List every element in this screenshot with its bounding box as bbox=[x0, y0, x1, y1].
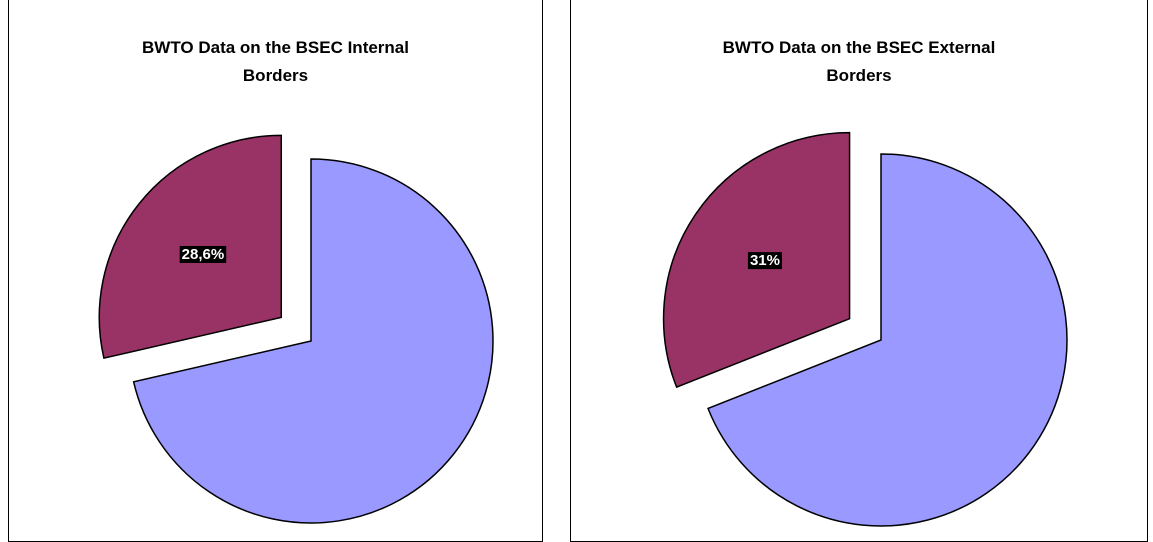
chart: 31% bbox=[662, 131, 1068, 527]
data-label: 31% bbox=[750, 252, 780, 269]
chart-panel: BWTO Data on the BSEC External Borders 3… bbox=[570, 0, 1148, 542]
data-label-bg bbox=[747, 252, 782, 270]
data-label: 28,6% bbox=[182, 246, 225, 263]
chart: 28,6% bbox=[98, 134, 494, 524]
data-label-bg bbox=[179, 245, 227, 263]
pie-slice bbox=[707, 153, 1068, 527]
chart-title: BWTO Data on the BSEC Internal Borders bbox=[142, 38, 409, 85]
chart-title: BWTO Data on the BSEC External Borders bbox=[722, 38, 996, 85]
chart-panel: BWTO Data on the BSEC Internal Borders 2… bbox=[8, 0, 543, 542]
pie-slice bbox=[132, 158, 494, 524]
